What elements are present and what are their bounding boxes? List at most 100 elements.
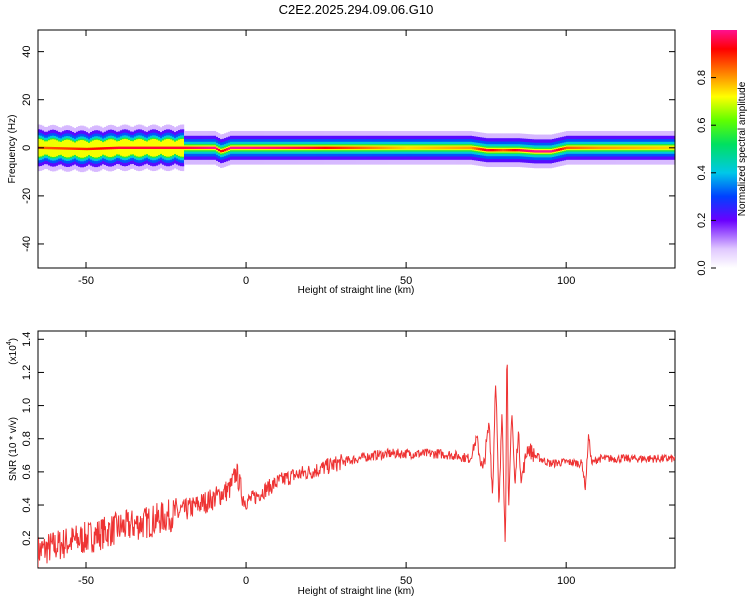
heatmap-peak	[228, 147, 231, 150]
figure-title: C2E2.2025.294.09.06.G10	[279, 2, 434, 17]
heatmap-peak	[634, 146, 637, 149]
heatmap-peak	[244, 146, 247, 149]
heatmap-peak	[520, 149, 523, 152]
heatmap-peak	[516, 149, 519, 152]
heatmap-peak	[288, 146, 291, 149]
heatmap-peak	[110, 146, 113, 150]
heatmap-peak	[464, 146, 467, 149]
heatmap-peak	[316, 146, 319, 149]
heatmap-peak	[214, 146, 217, 149]
y-tick-label: -20	[21, 188, 33, 204]
heatmap-peak	[642, 146, 645, 149]
heatmap-peak	[400, 146, 403, 149]
heatmap-peak	[654, 146, 657, 149]
heatmap-peak	[306, 146, 309, 149]
heatmap-peak	[390, 146, 393, 149]
heatmap-peak	[428, 146, 431, 149]
snr-series-line	[38, 364, 675, 568]
heatmap-peak	[494, 149, 497, 152]
x-tick-label: -50	[78, 275, 94, 287]
heatmap-peak	[616, 146, 619, 149]
heatmap-peak	[636, 146, 639, 149]
heatmap-peak	[338, 146, 341, 149]
heatmap-peak	[432, 146, 435, 149]
heatmap-peak	[256, 146, 259, 149]
colorbar: 0.0 0.2 0.4 0.6 0.8 Normalized spectral ampl…	[696, 30, 748, 276]
snr-multiplier: (x104)	[6, 338, 19, 365]
snr-multiplier-base: (x10	[8, 345, 19, 365]
heatmap-peak	[530, 149, 533, 153]
heatmap-peak	[536, 150, 539, 153]
heatmap-peak	[610, 146, 613, 149]
heatmap-peak	[358, 146, 361, 149]
heatmap-peak	[96, 147, 99, 150]
heatmap-peak	[266, 146, 269, 149]
y-tick-label: -40	[21, 236, 33, 252]
heatmap-peak	[594, 146, 597, 149]
heatmap-peak	[618, 146, 621, 149]
heatmap-peak	[190, 146, 193, 149]
heatmap-peak	[442, 146, 445, 149]
heatmap-peak	[272, 146, 275, 149]
heatmap-peak	[434, 146, 437, 149]
heatmap-peak	[604, 146, 607, 149]
heatmap-peak	[284, 146, 287, 149]
heatmap-peak	[234, 146, 237, 149]
heatmap-peak	[162, 146, 165, 149]
heatmap-peak	[144, 146, 147, 149]
heatmap-peak	[50, 146, 53, 150]
heatmap-peak	[152, 146, 155, 149]
heatmap-peak	[334, 146, 337, 149]
heatmap-peak	[436, 146, 439, 149]
heatmap-peak	[598, 146, 601, 149]
heatmap-peak	[476, 147, 479, 150]
heatmap-peak	[630, 146, 633, 149]
heatmap-peak	[380, 146, 383, 149]
heatmap-peak	[438, 146, 441, 149]
heatmap-peak	[474, 147, 477, 150]
heatmap-peak	[108, 146, 111, 150]
heatmap-peak	[222, 149, 225, 153]
heatmap-peak	[396, 146, 399, 149]
heatmap-peak	[122, 146, 125, 149]
heatmap-peak	[128, 146, 131, 149]
heatmap-peak	[180, 146, 183, 149]
heatmap-peak	[574, 146, 577, 149]
heatmap-peak	[408, 146, 411, 149]
heatmap-peak	[448, 146, 451, 149]
heatmap-peak	[206, 146, 209, 149]
heatmap-peak	[68, 147, 71, 150]
heatmap-peak	[386, 146, 389, 149]
colorbar-ticks: 0.0 0.2 0.4 0.6 0.8	[696, 70, 716, 276]
y-tick-label: 20	[21, 94, 33, 106]
heatmap-peak	[90, 147, 93, 151]
heatmap-peak	[414, 146, 417, 149]
heatmap-peak	[460, 146, 463, 149]
heatmap-peak	[584, 146, 587, 149]
heatmap-peak	[198, 146, 201, 149]
heatmap-peak	[364, 146, 367, 149]
heatmap-peak	[192, 146, 195, 149]
y-tick-label: 1.0	[21, 398, 33, 413]
heatmap-peak	[304, 146, 307, 149]
heatmap-peak	[552, 149, 555, 153]
heatmap-peak	[102, 147, 105, 150]
heatmap-peak	[86, 147, 89, 151]
heatmap-peak	[550, 150, 553, 153]
y-tick-label: 40	[21, 46, 33, 58]
heatmap-peak	[290, 146, 293, 149]
heatmap-peak	[60, 147, 63, 150]
heatmap-peak	[76, 147, 79, 150]
heatmap-peak	[580, 146, 583, 149]
heatmap-peak	[558, 148, 561, 151]
heatmap-peak	[590, 146, 593, 149]
heatmap-peak	[312, 146, 315, 149]
heatmap-peak	[648, 146, 651, 149]
heatmap-peak	[230, 146, 233, 150]
heatmap-peak	[156, 146, 159, 149]
heatmap-peak	[452, 146, 455, 149]
snr-multiplier-close: )	[8, 338, 19, 341]
heatmap-peak	[74, 147, 77, 150]
x-tick-label: 50	[400, 275, 412, 287]
heatmap-peak	[562, 147, 565, 150]
